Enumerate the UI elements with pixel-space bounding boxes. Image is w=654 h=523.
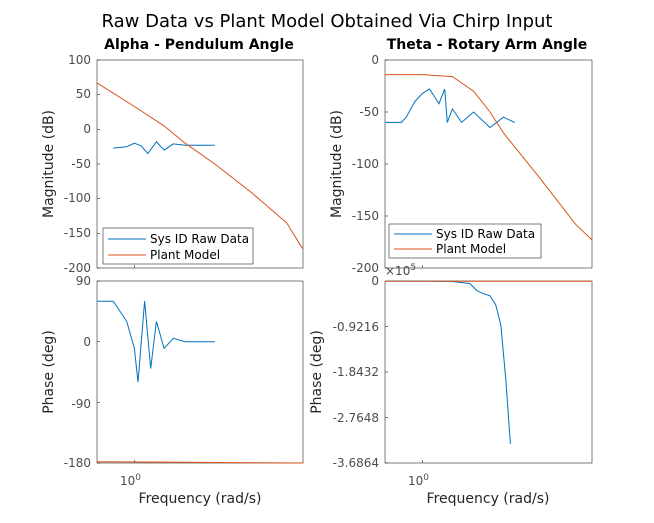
legend-alpha: Sys ID Raw Data Plant Model bbox=[102, 227, 254, 265]
series-layer bbox=[96, 59, 593, 464]
xtick-label-alpha: 100 bbox=[120, 473, 141, 488]
legend-box bbox=[388, 223, 542, 259]
ytick-label: 50 bbox=[76, 87, 91, 101]
panel-title-alpha: Alpha - Pendulum Angle bbox=[104, 37, 294, 53]
ylabel-alpha-phase: Phase (deg) bbox=[41, 330, 57, 414]
ytick-label: 90 bbox=[76, 274, 91, 288]
series-line-raw-data bbox=[385, 88, 516, 129]
series-line-raw-data bbox=[97, 300, 215, 383]
xlabel-theta: Frequency (rad/s) bbox=[427, 491, 550, 507]
legend-theta: Sys ID Raw Data Plant Model bbox=[388, 223, 542, 259]
ytick-label: -50 bbox=[71, 157, 91, 171]
ylabel-theta-phase: Phase (deg) bbox=[309, 330, 325, 414]
ytick-label: -180 bbox=[64, 456, 91, 470]
ylabel-alpha-magnitude: Magnitude (dB) bbox=[41, 110, 57, 218]
panel-title-theta: Theta - Rotary Arm Angle bbox=[387, 37, 587, 53]
ytick-label: -2.7648 bbox=[333, 411, 379, 425]
legend-box bbox=[102, 227, 254, 265]
series-line-plant-model bbox=[385, 74, 593, 241]
xtick-label-theta: 100 bbox=[408, 473, 429, 488]
ytick-label: 100 bbox=[68, 53, 91, 67]
ytick-label: -200 bbox=[352, 261, 379, 275]
ytick-label: -150 bbox=[352, 209, 379, 223]
ytick-label: 0 bbox=[371, 53, 379, 67]
legend-label-raw: Sys ID Raw Data bbox=[436, 227, 535, 241]
ytick-label: -100 bbox=[352, 157, 379, 171]
legend-label-raw: Sys ID Raw Data bbox=[150, 232, 249, 246]
axes-alpha-phase bbox=[96, 280, 304, 464]
ytick-label: -1.8432 bbox=[333, 365, 379, 379]
series-line-plant-model bbox=[96, 82, 304, 250]
ytick-label: -100 bbox=[64, 191, 91, 205]
ytick-label: -150 bbox=[64, 226, 91, 240]
ytick-label: -0.9216 bbox=[333, 320, 379, 334]
ylabel-theta-magnitude: Magnitude (dB) bbox=[329, 110, 345, 218]
ytick-label: -50 bbox=[359, 105, 379, 119]
xlabel-alpha: Frequency (rad/s) bbox=[139, 491, 262, 507]
ytick-label: 0 bbox=[83, 122, 91, 136]
ytick-label: -200 bbox=[64, 261, 91, 275]
legend-label-model: Plant Model bbox=[436, 242, 506, 256]
ytick-label: 0 bbox=[371, 274, 379, 288]
series-line-plant-model bbox=[96, 461, 304, 464]
legend-label-model: Plant Model bbox=[150, 248, 220, 262]
ytick-label: 0 bbox=[83, 335, 91, 349]
ytick-label: -90 bbox=[71, 397, 91, 411]
series-line-raw-data bbox=[113, 141, 215, 155]
figure-title: Raw Data vs Plant Model Obtained Via Chi… bbox=[102, 11, 553, 32]
axes-theta-phase bbox=[384, 280, 593, 464]
y-multiplier-label: ×105 bbox=[385, 263, 416, 278]
ytick-label: -3.6864 bbox=[333, 456, 379, 470]
